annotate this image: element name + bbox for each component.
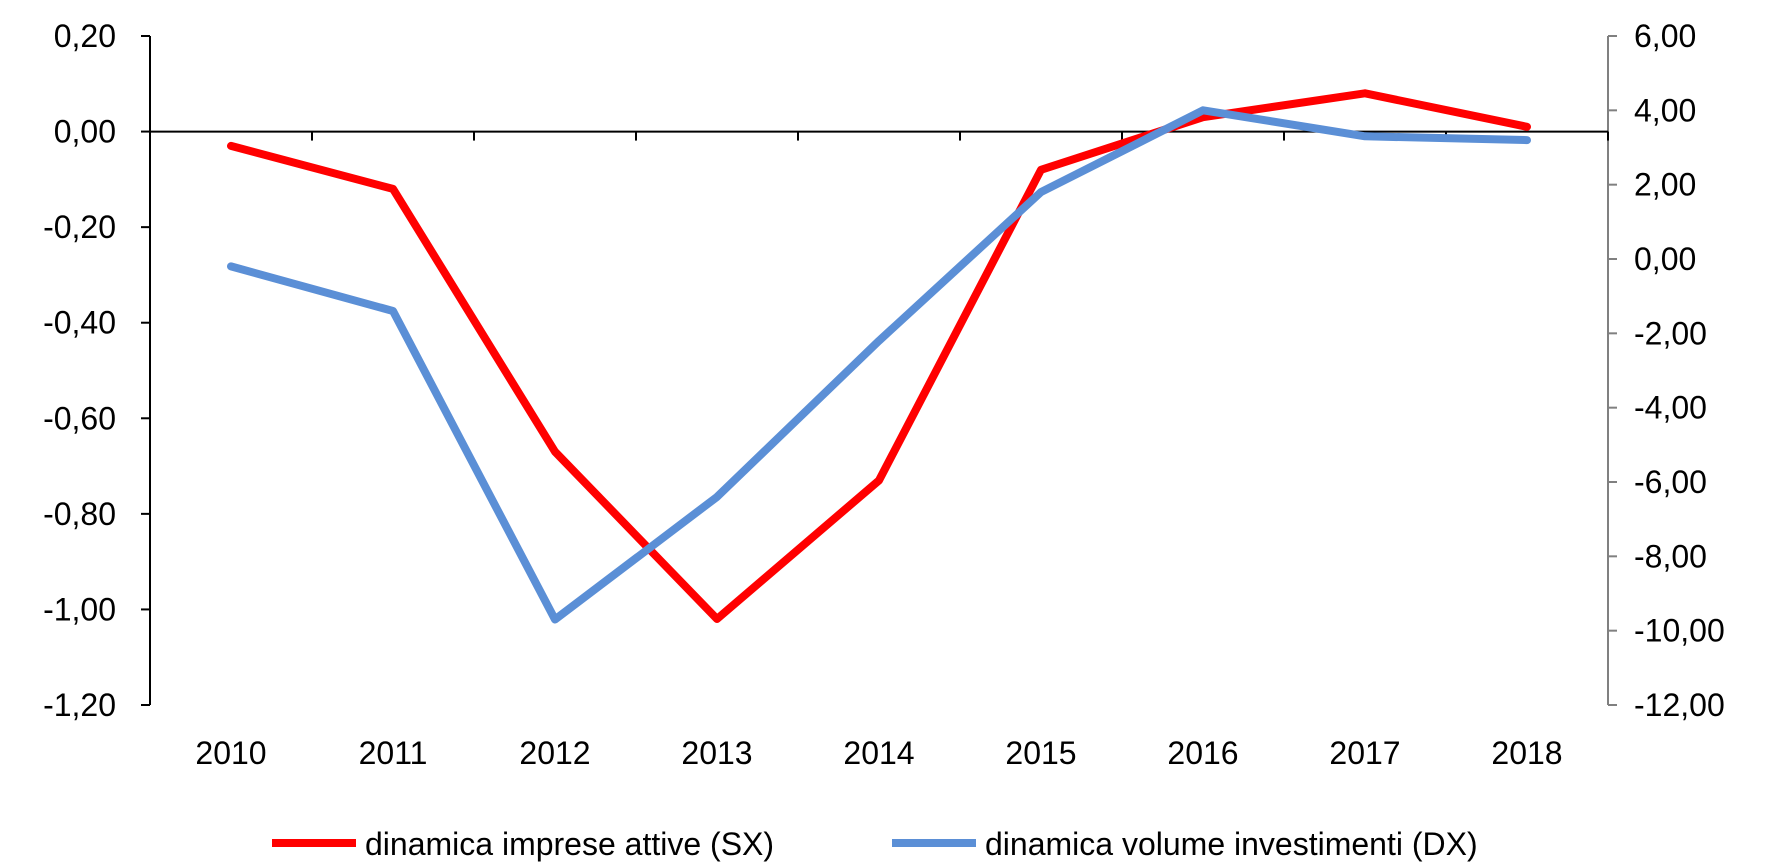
right-tick-label: -10,00 <box>1634 613 1725 649</box>
right-y-axis: 6,00 4,00 2,00 0,00 -2,00 -4,00 -6,00 -8,00 -10,… <box>1607 18 1725 723</box>
left-tick-label: -0,20 <box>43 209 116 245</box>
left-tick-label: -0,60 <box>43 400 116 436</box>
left-tick-label: -0,80 <box>43 496 116 532</box>
right-tick-label: -12,00 <box>1634 687 1725 723</box>
x-tick-label: 2014 <box>843 735 914 771</box>
left-tick-label: -0,40 <box>43 305 116 341</box>
right-tick-label: 2,00 <box>1634 167 1696 203</box>
legend-label-investimenti: dinamica volume investimenti (DX) <box>985 826 1478 862</box>
x-tick-label: 2012 <box>519 735 590 771</box>
right-tick-label: 6,00 <box>1634 18 1696 54</box>
left-tick-label: 0,20 <box>54 18 116 54</box>
right-tick-label: -4,00 <box>1634 390 1707 426</box>
x-tick-label: 2016 <box>1167 735 1238 771</box>
left-tick-label: 0,00 <box>54 114 116 150</box>
series-layer <box>227 89 1531 624</box>
legend-label-imprese: dinamica imprese attive (SX) <box>365 826 774 862</box>
right-tick-label: -2,00 <box>1634 315 1707 351</box>
x-tick-label: 2018 <box>1491 735 1562 771</box>
x-tick-label: 2010 <box>195 735 266 771</box>
series-line-investimenti <box>227 106 1531 624</box>
x-tick-label: 2015 <box>1005 735 1076 771</box>
left-y-axis: 0,20 0,00 -0,20 -0,40 -0,60 -0,80 -1,00 -1,20 <box>43 18 151 723</box>
left-tick-label: -1,00 <box>43 591 116 627</box>
legend: dinamica imprese attive (SX) dinamica vo… <box>272 826 1478 862</box>
left-tick-label: -1,20 <box>43 687 116 723</box>
right-tick-label: -6,00 <box>1634 464 1707 500</box>
right-tick-label: 4,00 <box>1634 92 1696 128</box>
series-line-imprese <box>227 89 1531 623</box>
right-tick-label: -8,00 <box>1634 538 1707 574</box>
x-tick-label: 2013 <box>681 735 752 771</box>
x-tick-label: 2017 <box>1329 735 1400 771</box>
x-tick-label: 2011 <box>359 735 428 771</box>
x-axis: 2010 2011 2012 2013 2014 2015 2016 2017 2018 <box>149 130 1609 771</box>
right-tick-label: 0,00 <box>1634 241 1696 277</box>
